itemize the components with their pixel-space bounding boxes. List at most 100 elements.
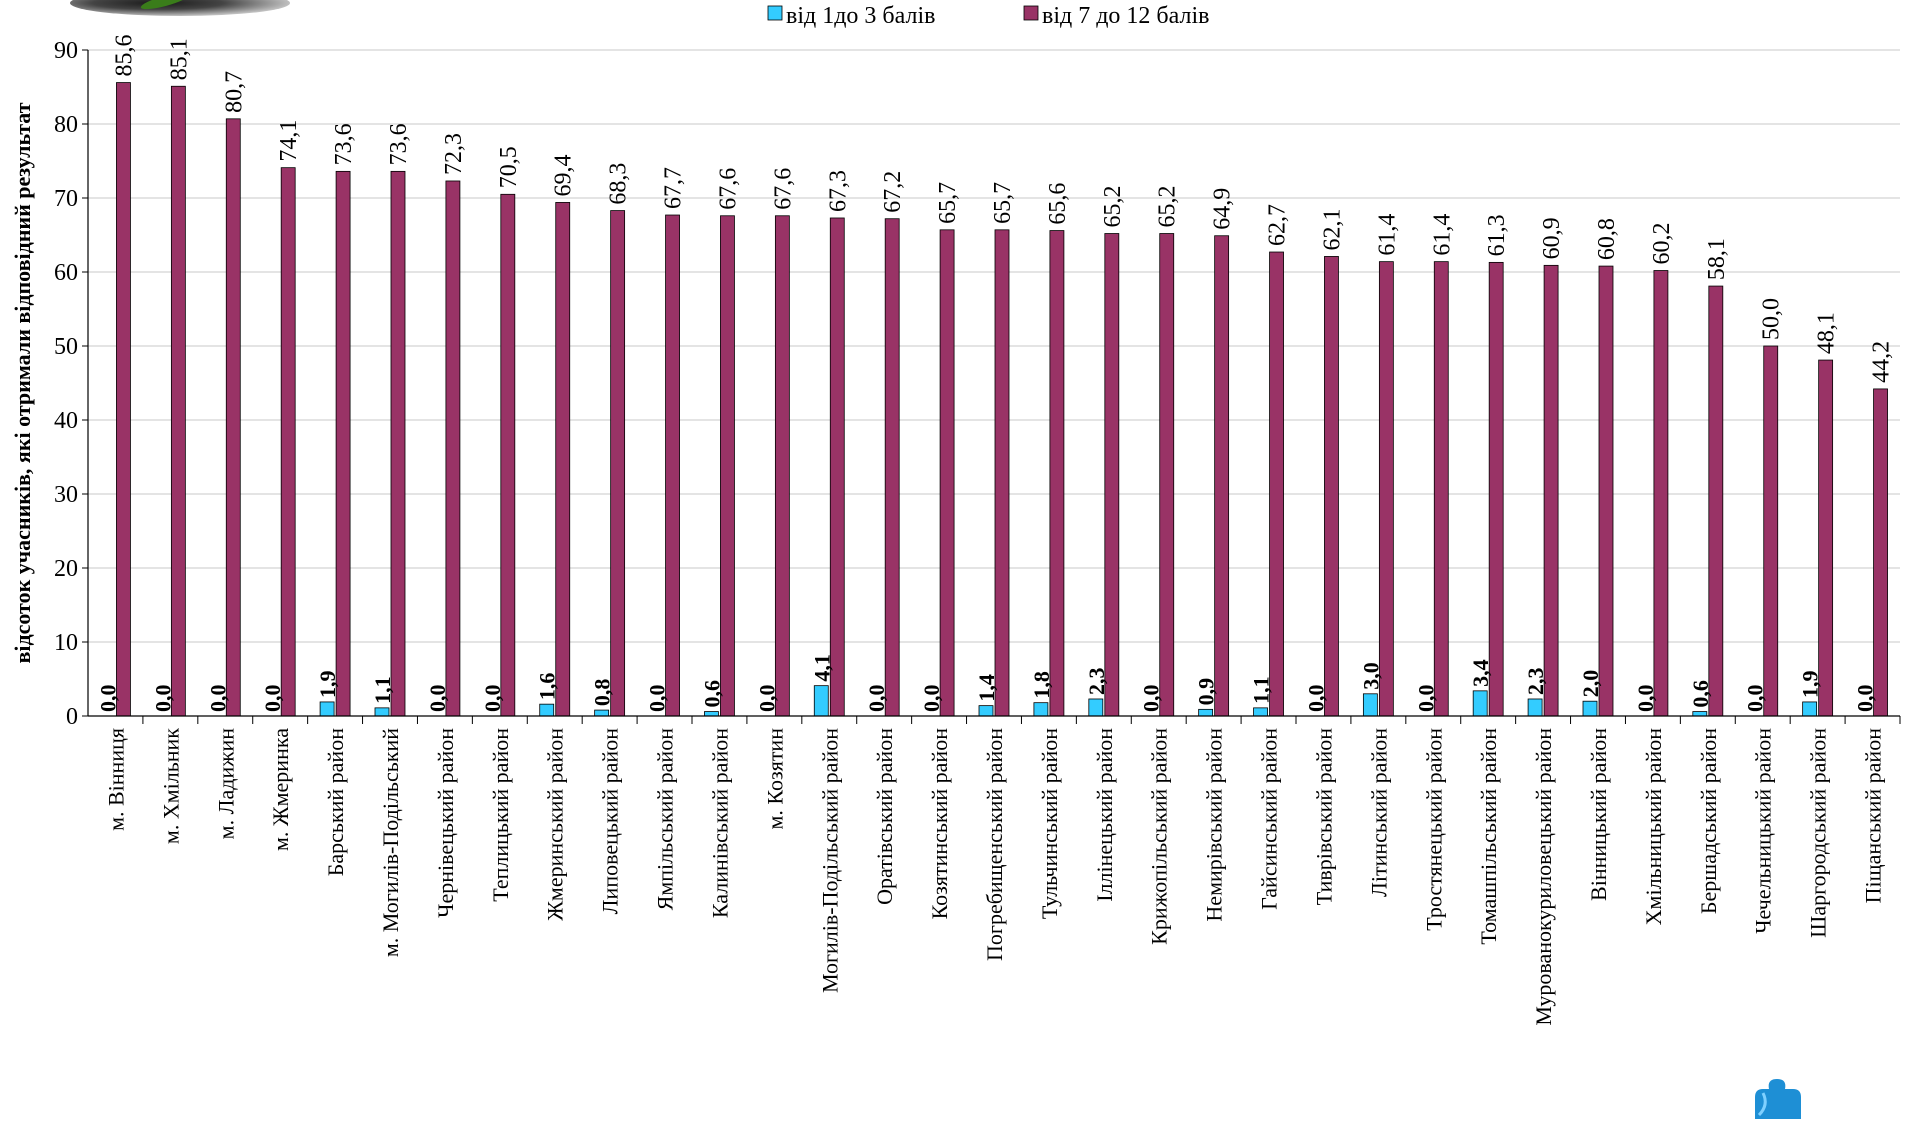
data-label-series-1: 0,0: [150, 685, 175, 713]
data-label-series-2: 50,0: [1759, 298, 1785, 340]
data-label-series-2: 65,2: [1100, 186, 1126, 228]
bar-series-2: [1818, 359, 1834, 717]
bar-series-2: [280, 167, 296, 717]
gridlines: [88, 49, 1900, 643]
data-label-series-2: 62,7: [1265, 204, 1291, 246]
x-category-label: Немирівський район: [1202, 728, 1227, 922]
y-tick-label: 50: [54, 334, 78, 360]
data-label-series-2: 70,5: [496, 146, 522, 188]
bar-series-2: [665, 214, 680, 717]
bar-series-1: [1472, 690, 1488, 717]
data-label-series-2: 73,6: [331, 123, 357, 165]
data-label-series-1: 0,0: [645, 685, 670, 713]
x-category-label: Жмеринський район: [543, 728, 568, 921]
data-label-series-1: 1,9: [1798, 670, 1823, 698]
bar-series-2: [555, 202, 571, 717]
bar-series-2: [829, 217, 845, 717]
x-category-label: Барський район: [323, 728, 348, 876]
x-category-label: Липовецький район: [598, 728, 623, 915]
data-label-series-2: 85,6: [111, 35, 137, 77]
data-label-series-1: 0,8: [590, 679, 615, 707]
x-category-label: Літинський район: [1366, 728, 1391, 897]
bar-series-2: [335, 170, 351, 717]
data-label-series-2: 60,8: [1594, 218, 1620, 260]
data-label-series-1: 0,6: [699, 680, 724, 708]
x-category-label: Томашпільський район: [1476, 728, 1501, 945]
data-label-series-2: 85,1: [166, 38, 192, 80]
data-label-series-2: 61,4: [1429, 214, 1455, 256]
x-category-label: м. Хмільник: [158, 728, 183, 844]
x-category-label: Чернівецький район: [433, 728, 458, 918]
x-category-label: Іллінецький район: [1092, 728, 1117, 902]
data-label-series-2: 48,1: [1814, 312, 1840, 354]
bar-series-2: [1708, 285, 1724, 717]
bar-series-1: [319, 701, 335, 717]
data-label-series-1: 0,0: [1413, 685, 1438, 713]
bar-series-2: [1214, 235, 1230, 717]
bar-series-1: [1527, 698, 1543, 717]
data-label-series-1: 0,0: [205, 685, 230, 713]
x-category-label: м. Ладижин: [213, 728, 238, 840]
bar-series-2: [1763, 345, 1779, 717]
bar-series-2: [445, 180, 461, 717]
bar-series-2: [1269, 251, 1284, 717]
axes: 0 10 20 30 40 50 60 70 80 90 м. Вінниця м. Хмільник…: [54, 38, 1901, 1026]
data-label-series-1: 4,1: [809, 654, 834, 682]
bar-series-1: [813, 685, 829, 717]
bar-series-2: [170, 85, 186, 717]
bar-series-1: [1582, 700, 1598, 717]
bar-series-1: [539, 703, 555, 717]
decorative-leaf-image: [70, 0, 290, 16]
bar-series-2: [1049, 230, 1065, 717]
bar-series-2: [1873, 388, 1888, 717]
y-tick-label: 40: [54, 408, 78, 434]
x-category-label: м. Жмеринка: [268, 728, 293, 851]
x-category-label: Оратівський район: [872, 728, 897, 905]
data-label-series-2: 67,7: [661, 167, 687, 209]
data-label-series-1: 1,8: [1029, 671, 1054, 699]
data-label-series-1: 0,6: [1688, 680, 1713, 708]
x-category-label: Могилів-Подільський район: [817, 728, 842, 993]
data-label-series-1: 0,0: [1303, 685, 1328, 713]
data-label-series-2: 68,3: [606, 163, 632, 205]
bars: [116, 82, 1888, 717]
x-category-label: Гайсинський район: [1257, 728, 1282, 910]
data-label-series-1: 2,0: [1578, 670, 1603, 698]
data-label-series-2: 60,9: [1539, 217, 1565, 259]
data-label-series-1: 0,0: [919, 685, 944, 713]
data-label-series-1: 3,4: [1468, 659, 1493, 687]
legend-label-series-1: від 1до 3 балів: [786, 3, 935, 29]
bar-series-1: [1088, 698, 1104, 717]
data-label-series-2: 60,2: [1649, 223, 1675, 265]
x-category-label: м. Вінниця: [103, 728, 128, 831]
data-label-series-1: 3,0: [1358, 662, 1383, 690]
data-label-series-2: 67,6: [770, 168, 796, 210]
bar-series-2: [884, 218, 900, 717]
data-label-series-2: 67,6: [715, 168, 741, 210]
bar-series-1: [978, 705, 994, 717]
data-label-series-2: 72,3: [441, 133, 467, 175]
data-label-series-1: 0,0: [1633, 685, 1658, 713]
data-label-series-2: 67,2: [880, 171, 906, 213]
y-tick-label: 90: [54, 38, 78, 64]
bar-series-2: [225, 118, 241, 717]
data-label-series-2: 80,7: [221, 71, 247, 113]
bar-series-2: [994, 229, 1010, 717]
bar-series-1: [1692, 711, 1708, 717]
data-label-series-1: 1,1: [370, 676, 395, 704]
data-label-series-1: 0,0: [1853, 685, 1878, 713]
x-category-label: Калинівський район: [707, 728, 732, 918]
data-labels: 0,0 85,6 0,0 85,1 0,0 80,7 0,0 74,1 1,9 73,6 1,1 73…: [95, 35, 1894, 712]
bar-series-2: [1433, 261, 1449, 717]
data-label-series-2: 64,9: [1210, 188, 1236, 230]
bar-series-1: [704, 711, 719, 717]
x-category-label: Шаргородський район: [1806, 728, 1831, 938]
data-label-series-2: 58,1: [1704, 238, 1730, 280]
data-label-series-1: 0,0: [754, 685, 779, 713]
bar-series-1: [1198, 708, 1214, 717]
x-category-label: Чечельницький район: [1751, 728, 1776, 934]
x-category-label: Тиврівський район: [1311, 728, 1336, 905]
data-label-series-2: 74,1: [276, 120, 302, 162]
